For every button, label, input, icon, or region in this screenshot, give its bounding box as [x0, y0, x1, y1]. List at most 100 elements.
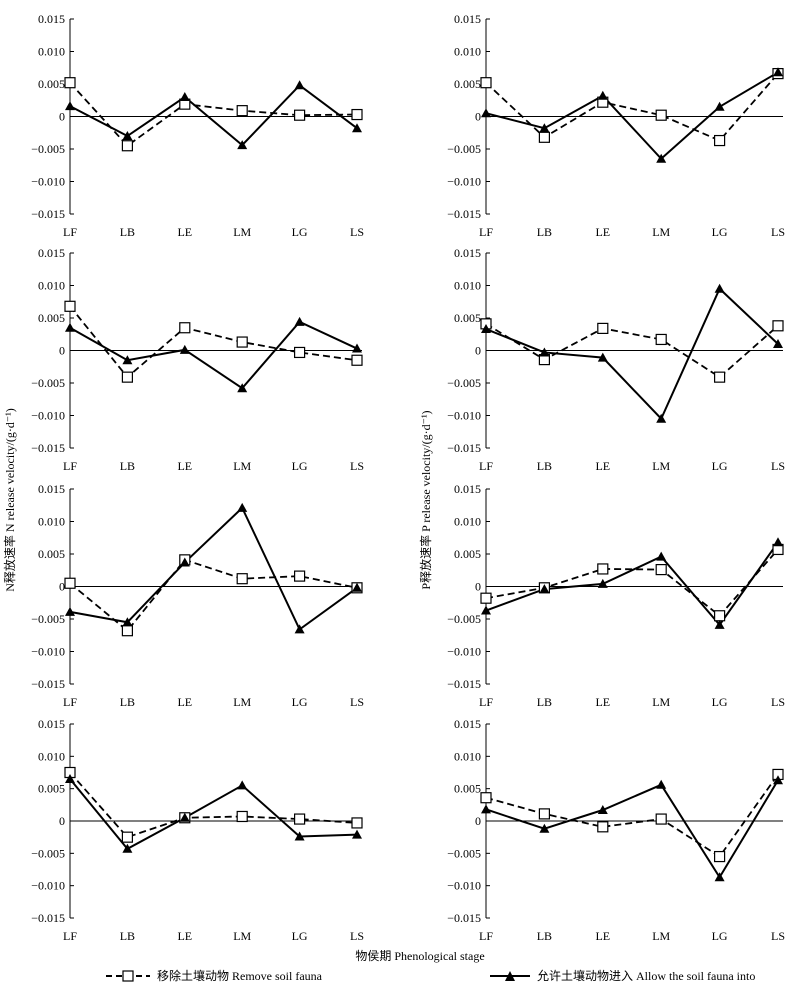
data-point-removed — [597, 563, 609, 575]
x-tick-label: LS — [350, 929, 364, 943]
x-tick-label: LF — [63, 459, 77, 473]
x-tick-label: LG — [712, 225, 728, 239]
x-tick-label: LE — [177, 225, 192, 239]
data-point-allowed — [539, 584, 550, 594]
chart-panel-8-p: 0.015 0.010 0.005 0 −0.005 −0.010 −0.015 LF LB LE… — [447, 717, 785, 943]
data-point-allowed — [352, 582, 362, 592]
y-tick-label: −0.010 — [31, 645, 65, 659]
series-line-allowed — [69, 83, 358, 147]
y-tick-label: 0.010 — [38, 749, 65, 763]
data-point-allowed — [773, 775, 783, 785]
y-tick-label: 0.015 — [38, 482, 65, 496]
y-tick-label: 0.010 — [38, 515, 65, 529]
data-point-removed — [480, 77, 492, 89]
data-point-removed — [351, 108, 363, 121]
data-point-removed — [121, 140, 134, 152]
data-point-allowed — [237, 780, 248, 790]
y-tick-label: −0.015 — [31, 677, 65, 691]
data-point-allowed — [481, 804, 491, 814]
x-tick-label: LM — [652, 459, 670, 473]
series-line-removed — [485, 73, 779, 142]
series-line-allowed — [485, 541, 779, 627]
series-line-allowed — [485, 71, 779, 161]
data-point-allowed — [65, 322, 75, 332]
y-tick-label: −0.005 — [447, 612, 481, 626]
data-point-allowed — [481, 605, 491, 615]
y-tick-label: 0.015 — [454, 482, 481, 496]
x-tick-label: LB — [537, 225, 552, 239]
series-line-removed — [485, 323, 779, 379]
data-point-removed — [121, 831, 134, 843]
x-tick-label: LE — [177, 459, 192, 473]
y-tick-label: −0.015 — [447, 441, 481, 455]
y-tick-label: −0.015 — [31, 911, 65, 925]
x-tick-label: LS — [350, 695, 364, 709]
x-tick-label: LE — [595, 929, 610, 943]
data-point-allowed — [597, 90, 608, 100]
x-tick-label: LG — [712, 929, 728, 943]
data-point-removed — [121, 625, 134, 637]
y-tick-label: −0.010 — [31, 175, 65, 189]
data-point-allowed — [773, 537, 783, 547]
data-point-allowed — [656, 413, 667, 423]
y-tick-label: −0.015 — [447, 677, 481, 691]
data-point-allowed — [539, 347, 550, 357]
data-point-removed — [64, 300, 76, 312]
data-point-removed — [713, 371, 726, 383]
data-point-removed — [655, 333, 667, 346]
x-tick-label: LG — [292, 225, 308, 239]
data-point-allowed — [179, 344, 190, 354]
y-tick-label: −0.010 — [447, 175, 481, 189]
x-tick-label: LE — [595, 459, 610, 473]
x-tick-label: LE — [595, 225, 610, 239]
x-tick-label: LB — [120, 695, 135, 709]
data-point-allowed — [179, 812, 190, 822]
y-tick-label: 0.005 — [454, 311, 481, 325]
x-tick-label: LG — [712, 695, 728, 709]
x-tick-label: LF — [63, 225, 77, 239]
x-tick-label: LB — [120, 929, 135, 943]
x-tick-label: LS — [771, 695, 785, 709]
x-tick-label: LE — [595, 695, 610, 709]
chart-panel-4-p: 0.015 0.010 0.005 0 −0.005 −0.010 −0.015 LF LB LE… — [447, 246, 785, 473]
data-point-removed — [236, 810, 248, 823]
data-point-allowed — [122, 355, 133, 365]
data-point-allowed — [773, 339, 783, 348]
data-point-allowed — [481, 108, 491, 118]
y-tick-label: 0 — [475, 580, 481, 594]
y-tick-label: −0.010 — [447, 645, 481, 659]
x-tick-label: LG — [292, 459, 308, 473]
data-point-allowed — [237, 383, 248, 393]
x-tick-label: LS — [771, 929, 785, 943]
y-tick-label: −0.015 — [31, 207, 65, 221]
y-tick-label: −0.015 — [31, 441, 65, 455]
data-point-removed — [64, 77, 76, 89]
y-tick-label: 0 — [59, 344, 65, 358]
legend-label-removed: 移除土壤动物 Remove soil fauna — [157, 968, 323, 983]
series-line-removed — [69, 82, 358, 147]
x-tick-label: LS — [350, 459, 364, 473]
data-point-allowed — [237, 140, 248, 150]
data-point-allowed — [597, 805, 608, 815]
chart-panel-5-n: 0.015 0.010 0.005 0 −0.005 −0.010 −0.015 LF LB LE… — [31, 482, 364, 709]
y-tick-label: 0.005 — [454, 77, 481, 91]
legend-item-removed: 移除土壤动物 Remove soil fauna — [106, 968, 323, 983]
data-point-removed — [772, 320, 784, 332]
data-point-removed — [597, 322, 609, 334]
x-tick-label: LS — [771, 459, 785, 473]
x-tick-label: LM — [233, 459, 251, 473]
y-tick-label: −0.015 — [447, 911, 481, 925]
x-tick-label: LM — [233, 929, 251, 943]
y-tick-label: −0.005 — [31, 376, 65, 390]
x-tick-label: LF — [479, 225, 493, 239]
series-line-removed — [69, 771, 358, 839]
data-point-allowed — [237, 502, 248, 512]
y-tick-label: 0.005 — [38, 547, 65, 561]
legend-open-square-icon — [122, 970, 134, 982]
x-tick-label: LS — [350, 225, 364, 239]
data-point-allowed — [65, 101, 75, 111]
x-tick-label: LM — [233, 695, 251, 709]
legend-label-allowed: 允许土壤动物进入 Allow the soil fauna into — [537, 968, 755, 983]
data-point-removed — [294, 813, 306, 825]
x-tick-label: LF — [63, 695, 77, 709]
